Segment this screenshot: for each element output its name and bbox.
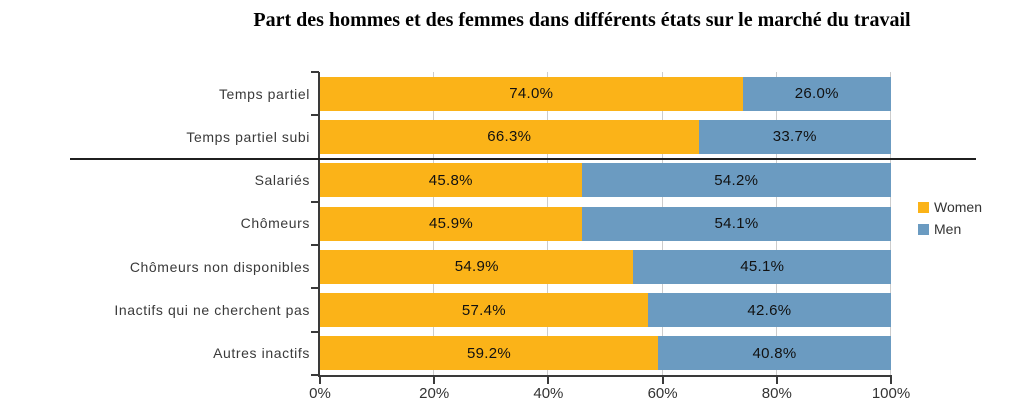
- bar-segment-men: 33.7%: [698, 119, 891, 154]
- bar-row: 59.2% 40.8%: [320, 336, 891, 371]
- legend-item-men: Men: [918, 218, 982, 240]
- y-tick: [311, 287, 319, 290]
- y-tick: [311, 71, 319, 73]
- value-label: 26.0%: [794, 85, 839, 103]
- x-tick: [661, 377, 664, 384]
- category-label: Salariés: [254, 172, 310, 189]
- x-tick: [547, 377, 550, 384]
- bar-segment-women: 45.9%: [320, 206, 583, 241]
- y-tick: [311, 374, 319, 376]
- value-label: 54.2%: [714, 171, 759, 189]
- value-label: 59.2%: [466, 344, 512, 362]
- bar-segment-men: 54.2%: [581, 163, 891, 198]
- bar-segment-women: 74.0%: [320, 76, 743, 111]
- value-label: 54.9%: [454, 258, 499, 276]
- legend: Women Men: [918, 196, 982, 240]
- x-tick: [890, 377, 892, 384]
- bar-segment-women: 66.3%: [320, 119, 699, 154]
- category-label: Temps partiel: [218, 85, 310, 102]
- y-tick: [311, 114, 319, 117]
- bar-segment-men: 40.8%: [658, 336, 891, 371]
- bar-row: 45.8% 54.2%: [320, 163, 891, 198]
- bar-row: 66.3% 33.7%: [320, 119, 891, 154]
- bar-row: 45.9% 54.1%: [320, 206, 891, 241]
- x-tick-label: 100%: [871, 385, 911, 402]
- value-label: 45.1%: [740, 258, 785, 276]
- x-tick: [775, 377, 778, 384]
- category-label: Inactifs qui ne cherchent pas: [114, 302, 310, 319]
- category-label: Temps partiel subi: [186, 128, 310, 145]
- legend-swatch-icon: [918, 223, 929, 235]
- bar-segment-men: 42.6%: [647, 293, 891, 328]
- x-tick-label: 60%: [647, 385, 678, 402]
- category-label: Chômeurs non disponibles: [129, 258, 310, 275]
- x-tick: [319, 377, 321, 384]
- value-label: 45.8%: [428, 171, 473, 189]
- value-label: 42.6%: [747, 301, 792, 319]
- x-tick-label: 0%: [309, 385, 331, 402]
- category-label: Chômeurs: [240, 215, 310, 232]
- y-tick: [311, 244, 319, 247]
- x-tick-label: 20%: [419, 385, 450, 402]
- legend-label: Men: [934, 221, 962, 237]
- value-label: 57.4%: [461, 301, 506, 319]
- x-axis-line: [318, 375, 892, 377]
- value-label: 33.7%: [772, 128, 817, 146]
- y-axis-line: [318, 72, 320, 375]
- value-label: 40.8%: [752, 344, 797, 362]
- x-tick: [433, 377, 436, 384]
- x-tick-label: 80%: [761, 385, 792, 402]
- legend-item-women: Women: [918, 196, 982, 218]
- bar-segment-women: 57.4%: [320, 293, 648, 328]
- bar-segment-men: 54.1%: [582, 206, 891, 241]
- bar-segment-men: 45.1%: [633, 249, 891, 284]
- value-label: 66.3%: [487, 128, 532, 146]
- legend-label: Women: [934, 199, 982, 215]
- plot-area: 74.0% 26.0% 66.3% 33.7% 45.8% 54.2% 45.9% 54.1%…: [320, 72, 891, 375]
- x-tick-label: 40%: [533, 385, 564, 402]
- bar-row: 54.9% 45.1%: [320, 249, 891, 284]
- category-label: Autres inactifs: [213, 345, 310, 362]
- bar-row: 74.0% 26.0%: [320, 76, 891, 111]
- chart-title: Part des hommes et des femmes dans diffé…: [253, 9, 911, 31]
- y-tick: [311, 200, 319, 203]
- legend-swatch-icon: [918, 201, 929, 213]
- bar-segment-women: 45.8%: [320, 163, 582, 198]
- group-separator-line: [70, 158, 976, 160]
- value-label: 45.9%: [429, 215, 474, 232]
- bar-segment-women: 54.9%: [320, 249, 634, 284]
- y-tick: [311, 330, 319, 333]
- value-label: 74.0%: [509, 85, 554, 103]
- bar-row: 57.4% 42.6%: [320, 293, 891, 328]
- bar-segment-men: 26.0%: [742, 76, 891, 111]
- value-label: 54.1%: [714, 215, 759, 232]
- bar-segment-women: 59.2%: [320, 336, 659, 371]
